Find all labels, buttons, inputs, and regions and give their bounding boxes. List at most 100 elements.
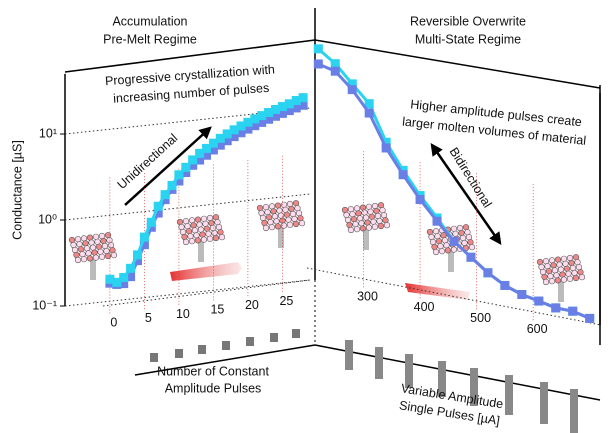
marker <box>264 107 274 117</box>
marker <box>250 121 260 131</box>
pulse-bar <box>246 337 254 346</box>
y-tick-label: 10⁻¹ <box>32 298 57 312</box>
x-tick-label: 15 <box>210 302 224 316</box>
y-tick-label: 10¹ <box>39 126 57 140</box>
lattice-stem <box>198 240 204 262</box>
x-tick-label: 5 <box>145 311 152 325</box>
marker <box>119 273 129 283</box>
marker <box>215 140 225 150</box>
lattice-atom <box>274 223 282 230</box>
marker <box>215 133 225 143</box>
lattice-atom <box>110 252 118 259</box>
pulse-bar <box>175 349 183 358</box>
marker <box>364 108 374 118</box>
lattice-stem <box>448 250 454 272</box>
marker <box>167 180 177 190</box>
lattice-atom <box>353 226 361 233</box>
marker <box>188 160 198 170</box>
y-axis-title: Conductance [µS] <box>10 140 24 240</box>
marker <box>222 136 232 146</box>
lattice-atom <box>438 248 446 255</box>
marker <box>250 114 260 124</box>
pulse-bar <box>292 329 300 338</box>
marker <box>449 236 459 246</box>
marker <box>153 208 163 218</box>
pulse-bar <box>470 368 478 406</box>
pulse-arrow <box>405 283 470 300</box>
lattice-atom <box>194 237 202 244</box>
lattice-atom <box>377 222 385 230</box>
marker <box>291 96 301 106</box>
lattice-stem <box>90 258 96 280</box>
lattice-atom <box>371 223 379 230</box>
marker <box>243 124 253 134</box>
pulse-bar <box>570 389 578 433</box>
marker <box>112 277 122 287</box>
lattice-atom <box>560 276 568 283</box>
marker <box>146 222 156 232</box>
lattice-atom <box>206 235 214 242</box>
pulse-bar <box>405 354 413 388</box>
marker <box>139 232 149 242</box>
lattice-atom <box>554 277 562 284</box>
direction-arrow <box>430 142 502 246</box>
lattice-atom <box>292 220 300 228</box>
pulse-bar <box>375 347 383 379</box>
marker <box>139 240 149 250</box>
lattice-atom <box>468 244 476 251</box>
x-axis-title: Amplitude Pulses <box>165 381 262 395</box>
lattice-atom <box>80 256 88 263</box>
marker <box>229 125 239 135</box>
x-tick-label: 300 <box>357 289 378 303</box>
lattice-atom <box>298 220 306 227</box>
lattice-atom <box>542 278 550 286</box>
x-tick-label: 20 <box>245 298 259 312</box>
pulse-bar <box>150 353 158 362</box>
x-tick-label: 0 <box>110 315 117 329</box>
marker <box>347 85 357 95</box>
marker <box>534 296 544 306</box>
lattice-atom <box>566 275 574 282</box>
lattice-atom <box>572 274 580 282</box>
marker <box>313 59 323 69</box>
marker <box>517 290 527 300</box>
pulse-bar <box>540 382 548 424</box>
lattice-atom <box>347 226 355 234</box>
marker <box>243 117 253 127</box>
lattice-atom <box>383 222 391 229</box>
lattice-stem <box>278 226 284 248</box>
marker <box>195 155 205 165</box>
marker <box>347 79 357 89</box>
marker <box>236 121 246 131</box>
lattice-atom <box>359 225 367 232</box>
direction-arrow <box>124 126 212 206</box>
marker <box>257 117 267 127</box>
marker <box>126 272 136 282</box>
marker <box>222 129 232 139</box>
pulse-bar <box>345 340 353 370</box>
marker <box>181 162 191 172</box>
lattice-atom <box>262 224 270 232</box>
marker <box>483 268 493 278</box>
x-tick-label: 600 <box>527 322 548 336</box>
lattice-atom <box>444 247 452 254</box>
pulse-bar <box>505 375 513 415</box>
marker <box>415 195 425 205</box>
x-tick-label: 10 <box>176 307 190 321</box>
y-tick-label: 10⁰ <box>38 212 57 226</box>
marker <box>551 303 561 313</box>
lattice-atom <box>280 222 288 229</box>
marker <box>313 44 323 54</box>
x-axis-title: Number of Constant <box>157 364 269 378</box>
marker <box>202 143 211 153</box>
marker <box>432 216 442 226</box>
pulse-bar <box>438 361 446 397</box>
grid-line <box>64 279 311 307</box>
lattice-atom <box>200 236 208 243</box>
marker <box>284 99 294 109</box>
marker <box>153 201 163 211</box>
lattice-stem <box>363 228 369 250</box>
marker <box>284 106 294 116</box>
marker <box>105 274 115 284</box>
